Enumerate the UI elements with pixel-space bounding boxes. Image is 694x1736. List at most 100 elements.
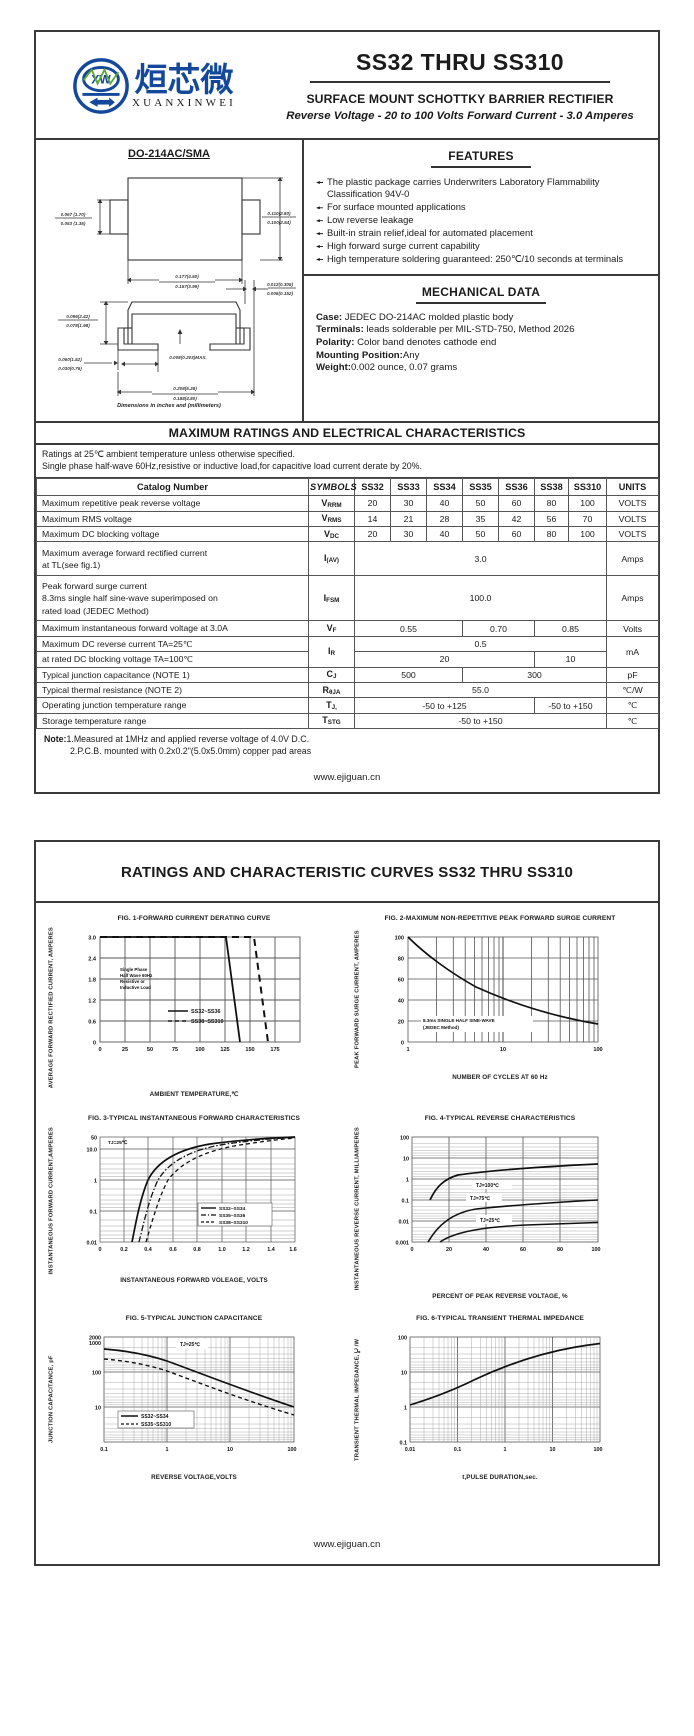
fig2-ytick: 40: [398, 999, 404, 1005]
package-and-features-row: DO-214AC/SMA: [36, 140, 658, 423]
fig1-xtick: 75: [172, 1047, 178, 1053]
fig5-xtick: 100: [288, 1447, 297, 1453]
fig6-xtick: 10: [550, 1447, 556, 1453]
features-underline: [431, 166, 531, 168]
fig1-xtick: 0: [98, 1047, 101, 1053]
cell-value: 30: [390, 495, 427, 512]
cell-value: 20: [354, 495, 391, 512]
svg-text:Single Phase: Single Phase: [120, 967, 148, 972]
chart-fig1: FIG. 1-FORWARD CURRENT DERATING CURVE AV…: [44, 915, 344, 1111]
mech-label: Mounting Position:: [316, 349, 403, 361]
features-box: FEATURES The plastic package carries Und…: [304, 140, 658, 276]
ratings-table: Catalog Number SYMBOLS SS32 SS33 SS34 SS…: [36, 478, 659, 730]
cell-value: 42: [498, 510, 535, 528]
fig2-ytick: 100: [395, 936, 404, 942]
cell-units: pF: [606, 666, 659, 684]
col-ss33: SS33: [390, 478, 427, 497]
fig3-xtick: 0.2: [120, 1247, 128, 1253]
fig2-ytick: 80: [398, 957, 404, 963]
cell-units: mA: [606, 635, 659, 668]
package-drawing-box: DO-214AC/SMA: [36, 140, 304, 421]
fig1-xtick: 175: [270, 1047, 279, 1053]
features-mechanical-column: FEATURES The plastic package carries Und…: [304, 140, 658, 421]
footer-url-page2[interactable]: www.ejiguan.cn: [313, 1539, 381, 1551]
row-desc: Typical junction capacitance (NOTE 1): [36, 666, 309, 684]
fig5-xlabel: REVERSE VOLTAGE,VOLTS: [151, 1474, 237, 1482]
cell-units: ℃: [606, 697, 659, 714]
cell-units: VOLTS: [606, 510, 659, 528]
fig1-ytick: 2.4: [88, 957, 97, 963]
svg-text:0.012(0.305): 0.012(0.305): [267, 282, 294, 287]
row-desc: Operating junction temperature range: [36, 697, 309, 714]
fig1-xtick: 100: [195, 1047, 204, 1053]
fig2-ylabel: PEAK FORWARD SURGE CURRENT, AMPERES: [354, 930, 361, 1069]
row-symbol: TJ,: [308, 697, 355, 714]
fig4-ylabel: INSTANTANEOUS REVERSE CURRENT, MILLIAMPE…: [354, 1127, 361, 1291]
fig4-xtick: 80: [557, 1247, 563, 1253]
cell-value-group: 0.55: [354, 620, 463, 637]
fig6-xtick: 100: [594, 1447, 603, 1453]
fig1-legend: SS32~SS36 SS38~SS310: [168, 1009, 224, 1025]
product-ratings-line: Reverse Voltage - 20 to 100 Volts Forwar…: [286, 109, 634, 122]
fig2-xlabel: NUMBER OF CYCLES AT 60 Hz: [452, 1074, 548, 1082]
mech-label: Terminals:: [316, 324, 367, 336]
svg-text:0.177(4.50): 0.177(4.50): [175, 274, 199, 279]
fig6-series-zth: [409, 1342, 601, 1407]
row-desc: Maximum DC reverse current TA=25℃: [36, 635, 309, 653]
fig5-ytick: 2000: [89, 1336, 101, 1342]
svg-text:0.006(0.152): 0.006(0.152): [267, 291, 294, 296]
svg-text:Half Wave 60Hz: Half Wave 60Hz: [120, 973, 153, 978]
fig1-ytick: 0: [93, 1041, 96, 1047]
cell-value: 100: [568, 525, 607, 543]
fig3-series-ss32-ss34: [131, 1136, 296, 1243]
col-ss34: SS34: [426, 478, 463, 497]
fig2-plot: 100 80 60 40 20 0 1 10 100: [395, 936, 603, 1054]
fig2-annotation: 8.3ms SINGLE HALF SINE-WAVE (JEDEC Metho…: [421, 1016, 533, 1033]
cell-units: VOLTS: [606, 495, 659, 512]
svg-text:0.188(4.80): 0.188(4.80): [173, 396, 197, 401]
ratings-section-title: MAXIMUM RATINGS AND ELECTRICAL CHARACTER…: [36, 423, 658, 445]
fig3-series-ss35-ss36: [138, 1137, 296, 1243]
fig1-series-ss38-ss310: [100, 936, 269, 1043]
fig3-ytick: 0.1: [90, 1210, 98, 1216]
chart-fig2: FIG. 2-MAXIMUM NON-REPETITIVE PEAK FORWA…: [350, 915, 650, 1111]
fig2-ytick: 20: [398, 1020, 404, 1026]
fig6-ytick: 1: [404, 1406, 407, 1412]
fig4-ytick: 10: [403, 1157, 409, 1163]
fig1-xtick: 50: [147, 1047, 153, 1053]
row-symbol: IR: [308, 635, 355, 668]
fig4-series-tj75: [427, 1199, 599, 1243]
footer-url-page1[interactable]: www.ejiguan.cn: [313, 772, 381, 784]
table-row: Typical junction capacitance (NOTE 1) CJ…: [36, 666, 659, 684]
fig4-ytick: 1: [406, 1178, 409, 1184]
fig4-series-tj100: [429, 1163, 599, 1201]
fig3-legend: SS32~SS34 SS35~SS36 SS38~SS310: [197, 1202, 273, 1227]
cell-units: ℃/W: [606, 682, 659, 699]
features-title: FEATURES: [448, 149, 514, 163]
fig6-xtick: 1: [504, 1447, 507, 1453]
row-symbol: VRMS: [308, 510, 355, 528]
fig6-ytick: 10: [401, 1371, 407, 1377]
mech-value: Color band denotes cathode end: [357, 337, 497, 349]
table-row: Maximum instantaneous forward voltage at…: [36, 620, 659, 637]
table-row: Maximum DC reverse current TA=25℃ IR 0.5…: [36, 635, 659, 668]
cell-value: 28: [426, 510, 463, 528]
company-logo: XW 烜芯微 XUANXINWEI: [36, 32, 272, 138]
row-symbol: RθJA: [308, 682, 355, 699]
svg-text:0.208(5.28): 0.208(5.28): [173, 386, 197, 391]
cell-value-span: 3.0: [354, 541, 607, 577]
cell-value-span: 0.5: [354, 635, 607, 653]
row-desc: Maximum instantaneous forward voltage at…: [36, 620, 309, 637]
list-item: Low reverse leakage: [316, 214, 650, 226]
fig4-plot: 100 10 1 0.1 0.01 0.001 0 20 40 60 80: [396, 1136, 601, 1254]
fig3-xtick: 0.8: [193, 1247, 201, 1253]
cell-value: 20: [354, 525, 391, 543]
note-label: Note:: [44, 734, 67, 745]
cell-value-group: -50 to +125: [354, 697, 535, 714]
svg-text:8.3ms SINGLE HALF SINE-WAVE: 8.3ms SINGLE HALF SINE-WAVE: [423, 1018, 495, 1023]
fig6-ytick: 0.1: [400, 1441, 408, 1447]
cell-value: 50: [462, 525, 499, 543]
fig5-ytick: 1000: [89, 1341, 101, 1347]
fig1-xtick: 125: [220, 1047, 229, 1053]
row-symbol: VF: [308, 620, 355, 637]
